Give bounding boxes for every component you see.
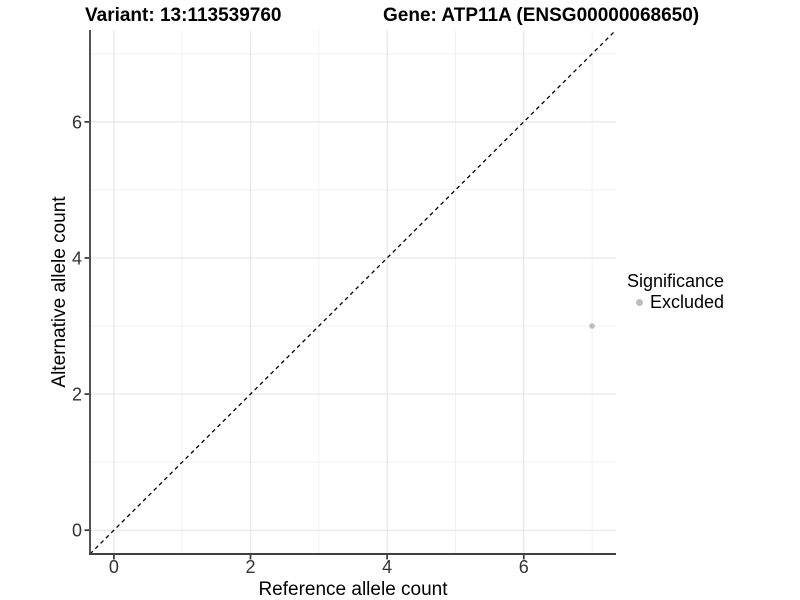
x-tick-label: 0 (109, 557, 119, 577)
y-tick-label: 0 (72, 521, 82, 541)
x-axis-title: Reference allele count (258, 579, 448, 600)
x-tick-label: 4 (382, 557, 392, 577)
legend: Significance Excluded (627, 271, 724, 313)
x-tick-label: 2 (246, 557, 256, 577)
y-tick-label: 2 (72, 385, 82, 405)
excluded-point-marker (636, 299, 643, 306)
legend-entry-label: Excluded (650, 292, 725, 312)
y-tick-label: 6 (72, 112, 82, 132)
legend-entry-excluded: Excluded (627, 292, 724, 313)
y-tick-label: 4 (72, 248, 82, 268)
x-tick-label: 6 (519, 557, 529, 577)
data-point-excluded (589, 323, 595, 329)
legend-title: Significance (627, 271, 725, 291)
variant-title: Variant: 13:113539760 (85, 5, 282, 26)
identity-line (89, 29, 617, 555)
gene-title: Gene: ATP11A (ENSG00000068650) (383, 5, 700, 26)
y-axis-title: Alternative allele count (49, 196, 70, 388)
